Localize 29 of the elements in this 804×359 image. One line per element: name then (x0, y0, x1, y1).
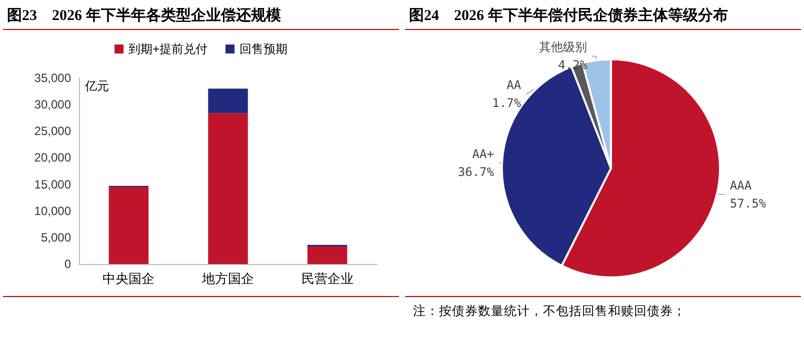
bar (307, 246, 348, 264)
text: 注：按债券数量统计，不包括回售和赎回债券； (413, 302, 687, 320)
y-tick-label: 35,000 (34, 71, 72, 85)
data-label: 36.7% (458, 164, 495, 179)
slice-label: AA+ (472, 146, 494, 161)
data-label: 57.5% (730, 196, 767, 211)
y-tick-label: 10,000 (34, 204, 72, 218)
legend-label: 回售预期 (240, 42, 288, 56)
legend-label: 到期+提前兑付 (128, 42, 208, 56)
data-label: 4.2% (558, 58, 588, 72)
data-label: 1.7% (492, 96, 522, 110)
slice-label: AA (506, 78, 522, 92)
x-tick-label: 地方国企 (201, 271, 254, 286)
chart-title: 图23 2026 年下半年各类型企业偿还规模 (3, 0, 399, 30)
x-tick-label: 民营企业 (301, 271, 354, 286)
x-tick-label: 中央国企 (102, 271, 155, 286)
slice-label: AAA (730, 178, 752, 193)
y-tick-label: 25,000 (34, 124, 72, 138)
bar (208, 88, 248, 114)
slice-label: 其他级别 (539, 40, 588, 54)
y-tick-label: 30,000 (34, 98, 72, 112)
y-tick-label: 5,000 (40, 230, 72, 244)
bar (208, 113, 248, 264)
y-tick-label: 0 (64, 257, 72, 271)
y-tick-label: 20,000 (34, 150, 72, 165)
bar (108, 186, 149, 264)
chart-title: 图24 2026 年下半年偿付民企债券主体等级分布 (405, 0, 801, 30)
y-tick-label: 15,000 (34, 177, 72, 192)
y-axis-title: 亿元 (84, 79, 109, 93)
